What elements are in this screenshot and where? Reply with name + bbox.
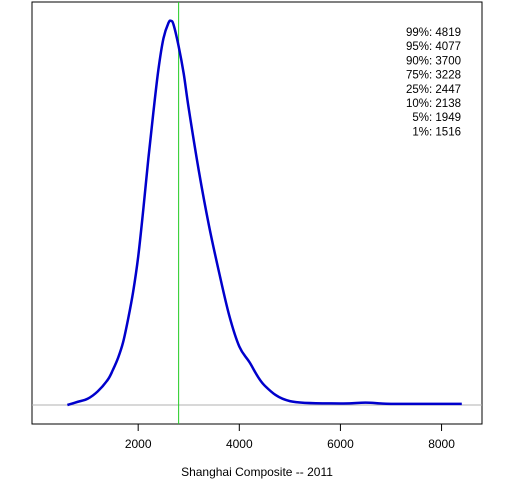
x-axis-label: Shanghai Composite -- 2011 [181,465,333,479]
quantile-legend: 99%: 4819 95%: 4077 90%: 3700 75%: 3228 25%:… [406,27,461,138]
quantile-label: 90%: 3700 [406,55,461,67]
quantile-label: 1%: 1516 [412,126,461,138]
density-line [67,19,462,407]
quantile-label: 25%: 2447 [406,84,461,96]
x-tick-label: 6000 [327,437,354,451]
quantile-label: 75%: 3228 [406,70,461,82]
quantile-label: 10%: 2138 [406,98,461,110]
x-tick-label: 4000 [226,437,253,451]
quantile-label: 5%: 1949 [412,112,461,124]
x-axis: 2000 4000 6000 8000 [125,424,455,451]
x-tick-label: 2000 [125,437,152,451]
plot-frame [31,1,483,425]
quantile-label: 99%: 4819 [406,27,461,39]
x-tick-label: 8000 [428,437,455,451]
quantile-label: 95%: 4077 [406,41,461,53]
